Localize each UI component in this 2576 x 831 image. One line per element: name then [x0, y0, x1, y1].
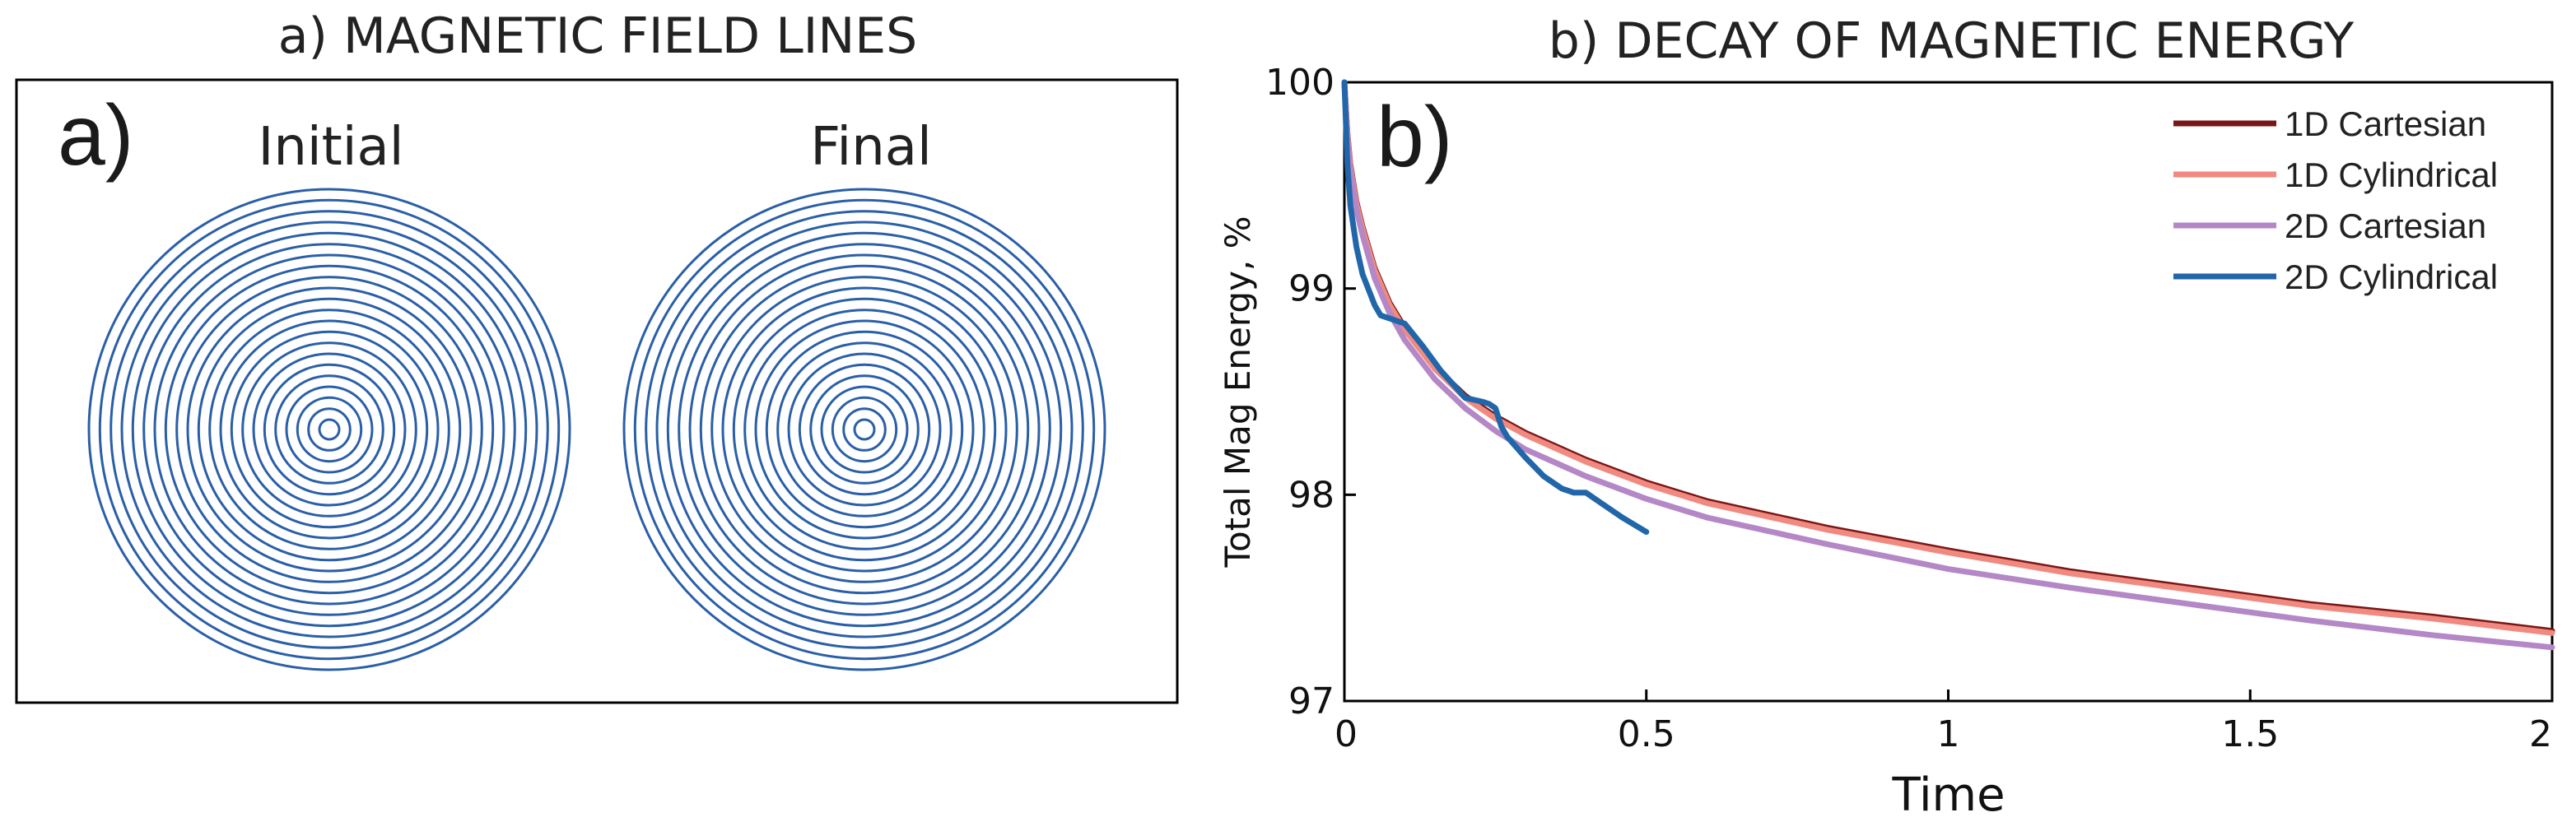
x-tick-label: 2 — [2529, 713, 2552, 755]
initial-field-ring — [164, 264, 495, 595]
initial-field-ring — [318, 418, 341, 441]
initial-field-ring — [109, 210, 549, 649]
y-axis: 97 98 99 100 — [1265, 62, 1356, 722]
final-field-ring — [853, 418, 876, 441]
initial-field-ring — [241, 341, 417, 518]
final-field-ring — [809, 374, 920, 485]
final-field-ring — [787, 352, 942, 507]
final-field-ring — [655, 221, 1074, 638]
final-field-ring — [699, 264, 1030, 595]
initial-field-ring — [263, 363, 396, 496]
initial-field-ring — [274, 374, 384, 485]
legend: 1D Cartesian 1D Cylindrical 2D Cartesian 2D… — [2173, 104, 2498, 296]
x-axis: 0 0.5 1 1.5 2 — [1335, 689, 2554, 755]
x-tick-label: 1 — [1937, 713, 1960, 755]
final-field-ring — [776, 341, 953, 518]
final-field-ring — [622, 188, 1106, 671]
final-field-ring — [721, 286, 1008, 573]
panel-a-letter: a) — [58, 88, 133, 183]
legend-label-2d-cartesian: 2D Cartesian — [2285, 207, 2486, 245]
legend-label-1d-cartesian: 1D Cartesian — [2285, 104, 2486, 143]
initial-field-ring — [219, 319, 440, 540]
initial-field-ring — [296, 396, 363, 463]
y-tick-label: 99 — [1288, 268, 1335, 310]
legend-label-2d-cylindrical: 2D Cylindrical — [2285, 258, 2498, 296]
y-tick-label: 98 — [1288, 474, 1335, 516]
initial-field-ring — [252, 352, 407, 507]
panel-a-title: a) MAGNETIC FIELD LINES — [278, 7, 917, 65]
initial-field-ring — [230, 330, 429, 529]
final-field-ring — [765, 330, 964, 529]
final-field-ring — [831, 396, 898, 463]
x-axis-label: Time — [1891, 768, 2005, 822]
initial-label: Initial — [258, 117, 403, 178]
final-label: Final — [810, 117, 932, 178]
x-tick-label: 0 — [1335, 713, 1358, 755]
initial-field-ring — [307, 407, 352, 452]
final-field-ring — [842, 407, 887, 452]
final-field-ring — [798, 363, 931, 496]
final-field-ring — [732, 297, 997, 562]
initial-field-ring — [153, 253, 505, 606]
initial-field-rings — [87, 188, 571, 671]
final-field-ring — [666, 231, 1063, 628]
chart-title: b) DECAY OF MAGNETIC ENERGY — [1549, 12, 2355, 70]
final-field-rings — [622, 188, 1106, 671]
initial-field-ring — [131, 231, 528, 628]
initial-field-ring — [87, 188, 571, 671]
final-field-ring — [754, 319, 975, 540]
initial-field-ring — [186, 286, 473, 573]
final-field-ring — [820, 385, 909, 474]
y-axis-label: Total Mag Energy, % — [1218, 216, 1258, 568]
final-field-ring — [688, 253, 1041, 606]
initial-field-ring — [197, 297, 462, 562]
initial-field-ring — [142, 243, 516, 616]
final-field-ring — [633, 198, 1096, 661]
final-field-ring — [710, 276, 1018, 583]
series-line-2d-cylindrical — [1341, 79, 1650, 535]
initial-field-ring — [285, 385, 374, 474]
panel-a: a) MAGNETIC FIELD LINES a) Initial Final — [15, 7, 1179, 704]
panel-b: b) DECAY OF MAGNETIC ENERGY b) 979899100… — [1218, 12, 2555, 822]
final-field-ring — [678, 243, 1051, 616]
x-tick-label: 1.5 — [2221, 713, 2279, 755]
panel-a-frame — [15, 78, 1179, 704]
initial-field-ring — [98, 198, 561, 661]
final-field-ring — [645, 210, 1084, 649]
series-lines — [1341, 79, 2555, 651]
legend-label-1d-cylindrical: 1D Cylindrical — [2285, 156, 2498, 194]
initial-field-ring — [120, 221, 538, 638]
panel-b-letter: b) — [1377, 90, 1452, 185]
y-tick-label: 97 — [1288, 680, 1335, 722]
y-tick-label: 100 — [1265, 62, 1335, 104]
x-tick-label: 0.5 — [1618, 713, 1675, 755]
initial-field-ring — [208, 309, 450, 550]
initial-field-ring — [175, 276, 483, 583]
final-field-ring — [743, 309, 985, 550]
